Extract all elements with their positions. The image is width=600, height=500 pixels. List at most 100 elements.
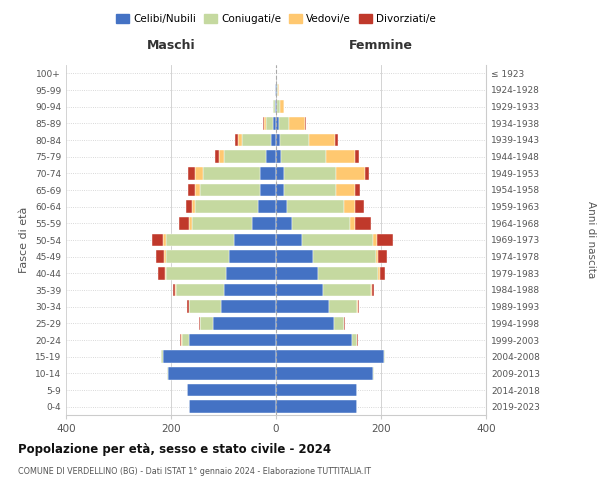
Bar — [276, 200, 287, 213]
Bar — [200, 317, 213, 330]
Bar — [158, 267, 164, 280]
Bar — [289, 117, 305, 130]
Bar — [276, 167, 284, 179]
Bar — [164, 267, 166, 280]
Bar — [190, 400, 276, 413]
Bar — [271, 134, 276, 146]
Bar — [355, 200, 364, 213]
Bar — [380, 267, 385, 280]
Bar — [188, 184, 194, 196]
Y-axis label: Fasce di età: Fasce di età — [19, 207, 29, 273]
Bar — [276, 117, 278, 130]
Bar — [192, 200, 194, 213]
Bar — [169, 367, 276, 380]
Bar — [274, 100, 275, 113]
Legend: Celibi/Nubili, Coniugati/e, Vedovi/e, Divorziati/e: Celibi/Nubili, Coniugati/e, Vedovi/e, Di… — [112, 10, 440, 29]
Bar — [318, 267, 379, 280]
Bar — [276, 300, 329, 313]
Bar — [260, 184, 276, 196]
Bar — [373, 367, 374, 380]
Bar — [167, 367, 169, 380]
Bar — [378, 250, 388, 263]
Bar — [313, 250, 376, 263]
Bar — [280, 100, 284, 113]
Bar — [274, 117, 276, 130]
Bar — [156, 250, 164, 263]
Bar — [309, 134, 335, 146]
Bar — [275, 100, 276, 113]
Bar — [164, 250, 166, 263]
Bar — [277, 84, 278, 96]
Bar — [276, 217, 292, 230]
Text: Popolazione per età, sesso e stato civile - 2024: Popolazione per età, sesso e stato civil… — [18, 442, 331, 456]
Bar — [329, 300, 358, 313]
Text: COMUNE DI VERDELLINO (BG) - Dati ISTAT 1° gennaio 2024 - Elaborazione TUTTITALIA: COMUNE DI VERDELLINO (BG) - Dati ISTAT 1… — [18, 468, 371, 476]
Bar — [182, 334, 190, 346]
Bar — [186, 200, 192, 213]
Bar — [276, 267, 318, 280]
Bar — [200, 184, 260, 196]
Bar — [166, 250, 229, 263]
Bar — [223, 150, 265, 163]
Bar — [161, 350, 163, 363]
Bar — [194, 200, 257, 213]
Bar — [287, 200, 344, 213]
Bar — [190, 217, 192, 230]
Bar — [220, 150, 223, 163]
Bar — [278, 117, 289, 130]
Bar — [302, 234, 373, 246]
Bar — [383, 350, 385, 363]
Bar — [334, 317, 344, 330]
Bar — [281, 150, 326, 163]
Bar — [365, 167, 370, 179]
Bar — [194, 184, 200, 196]
Bar — [276, 100, 277, 113]
Bar — [276, 134, 280, 146]
Bar — [276, 184, 284, 196]
Bar — [234, 234, 276, 246]
Bar — [260, 167, 276, 179]
Bar — [190, 334, 276, 346]
Bar — [175, 284, 176, 296]
Bar — [326, 150, 355, 163]
Bar — [265, 117, 274, 130]
Bar — [292, 217, 349, 230]
Bar — [323, 284, 371, 296]
Bar — [265, 150, 276, 163]
Bar — [242, 134, 271, 146]
Bar — [344, 317, 346, 330]
Bar — [277, 100, 280, 113]
Bar — [379, 267, 380, 280]
Bar — [203, 167, 260, 179]
Bar — [280, 134, 309, 146]
Bar — [238, 134, 242, 146]
Bar — [276, 150, 281, 163]
Bar — [284, 167, 337, 179]
Bar — [276, 284, 323, 296]
Bar — [253, 217, 276, 230]
Bar — [264, 117, 265, 130]
Bar — [223, 284, 276, 296]
Text: Maschi: Maschi — [146, 38, 196, 52]
Bar — [190, 300, 221, 313]
Bar — [166, 267, 226, 280]
Bar — [187, 300, 189, 313]
Bar — [358, 300, 359, 313]
Bar — [221, 300, 276, 313]
Bar — [276, 400, 358, 413]
Bar — [179, 217, 190, 230]
Bar — [377, 234, 393, 246]
Bar — [188, 167, 194, 179]
Bar — [166, 234, 234, 246]
Bar — [373, 234, 377, 246]
Bar — [305, 117, 306, 130]
Text: Anni di nascita: Anni di nascita — [586, 202, 596, 278]
Bar — [276, 234, 302, 246]
Bar — [276, 250, 313, 263]
Bar — [337, 167, 365, 179]
Bar — [337, 184, 355, 196]
Bar — [276, 350, 383, 363]
Bar — [276, 384, 358, 396]
Bar — [176, 284, 223, 296]
Bar — [371, 284, 374, 296]
